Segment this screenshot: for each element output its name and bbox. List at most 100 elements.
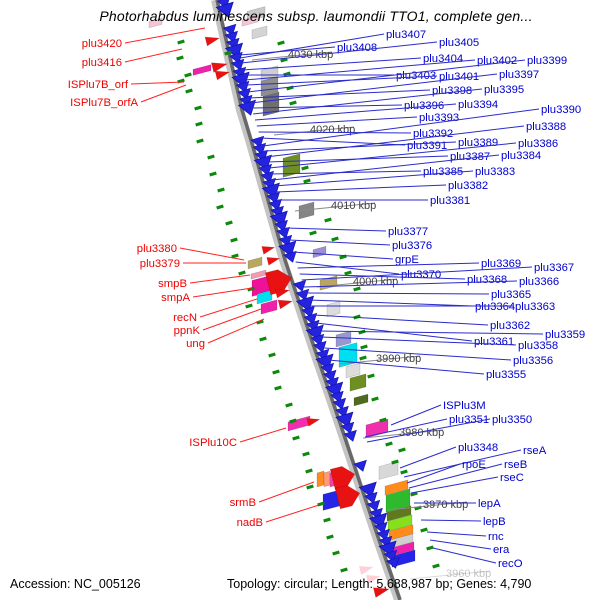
gene-arrow-blue[interactable] [373,521,390,535]
gene-label-plu3394[interactable]: plu3394 [458,99,498,111]
gene-arrow-red[interactable] [214,68,231,81]
gene-arrow-red[interactable] [306,415,321,427]
gene-arrow-blue[interactable] [386,556,402,570]
gene-arrow-blue[interactable] [252,142,268,156]
gene-tick-green[interactable] [194,105,202,111]
gene-label-plu3399[interactable]: plu3399 [527,55,567,67]
gene-label-plu3381[interactable]: plu3381 [430,195,470,207]
gene-label-ppnK[interactable]: ppnK [174,325,201,337]
gene-arrow-blue[interactable] [276,226,292,240]
gene-arrow-blue[interactable] [383,549,399,563]
gene-tick-green[interactable] [177,78,185,84]
gene-arrow-blue[interactable] [215,1,237,19]
gene-tick-green[interactable] [371,396,379,402]
gene-label-plu3370[interactable]: plu3370 [401,269,441,281]
gene-label-plu3385[interactable]: plu3385 [423,166,463,178]
gene-label-rpoE[interactable]: rpoE [462,459,486,471]
gene-label-nadB[interactable]: nadB [237,517,263,529]
gene-label-plu3358[interactable]: plu3358 [518,340,558,352]
gene-tick-green[interactable] [195,121,203,127]
gene-arrow-blue[interactable] [332,397,348,411]
gene-tick-green[interactable] [231,253,239,259]
gene-label-plu3388[interactable]: plu3388 [526,121,566,133]
gene-tick-green[interactable] [301,165,309,171]
gene-arrow-blue[interactable] [301,305,317,319]
gene-tick-green[interactable] [247,286,255,292]
gene-label-ISPlu10C[interactable]: ISPlu10C [189,437,237,449]
gene-box[interactable] [247,256,263,270]
gene-label-plu3355[interactable]: plu3355 [486,369,526,381]
gene-label-ISPlu7B_orfA[interactable]: ISPlu7B_orfA [70,97,138,109]
gene-box[interactable] [388,524,414,541]
gene-arrow-blue[interactable] [376,528,392,542]
gene-box[interactable] [250,269,267,280]
gene-tick-green[interactable] [360,344,368,350]
gene-label-plu3392[interactable]: plu3392 [413,128,453,140]
gene-label-rseB[interactable]: rseB [504,459,527,471]
gene-label-plu3403[interactable]: plu3403 [396,70,436,82]
gene-box[interactable] [192,64,212,76]
gene-label-plu3367[interactable]: plu3367 [534,262,574,274]
gene-tick-green[interactable] [326,534,334,540]
gene-tick-green[interactable] [400,469,408,475]
gene-label-plu3416[interactable]: plu3416 [82,57,122,69]
gene-label-plu3350[interactable]: plu3350 [492,414,532,426]
gene-label-plu3397[interactable]: plu3397 [499,69,539,81]
gene-tick-green[interactable] [176,55,184,61]
gene-arrow-blue[interactable] [260,170,276,184]
gene-label-plu3390[interactable]: plu3390 [541,104,581,116]
gene-tick-green[interactable] [224,50,232,56]
gene-arrow-blue[interactable] [266,191,282,205]
gene-label-plu3395[interactable]: plu3395 [484,84,524,96]
gene-label-ung[interactable]: ung [186,338,205,350]
gene-arrow-blue[interactable] [358,481,380,499]
gene-arrow-red[interactable] [274,286,291,299]
gene-tick-green[interactable] [344,270,352,276]
gene-label-smpA[interactable]: smpA [161,292,190,304]
gene-box[interactable] [241,15,259,27]
gene-label-plu3361[interactable]: plu3361 [474,336,514,348]
gene-tick-green[interactable] [272,369,280,375]
gene-arrow-red[interactable] [329,464,357,491]
gene-arrow-blue[interactable] [366,499,382,513]
gene-label-rnc[interactable]: rnc [488,531,504,543]
gene-arrow-red[interactable] [373,584,390,598]
gene-tick-green[interactable] [185,88,193,94]
gene-arrow-red[interactable] [266,254,281,266]
gene-box[interactable] [353,393,369,407]
gene-arrow-blue[interactable] [258,163,274,177]
gene-box[interactable] [378,461,399,480]
gene-box[interactable] [323,470,331,488]
gene-box[interactable] [387,514,413,532]
gene-tick-green[interactable] [317,501,325,507]
gene-tick-green[interactable] [359,355,367,361]
gene-tick-green[interactable] [238,270,246,276]
gene-box[interactable] [312,245,327,259]
gene-label-ISPlu7B_orf[interactable]: ISPlu7B_orf [68,79,129,91]
gene-label-plu3362[interactable]: plu3362 [490,320,530,332]
gene-tick-green[interactable] [410,491,418,497]
gene-label-lepB[interactable]: lepB [483,516,506,528]
gene-label-plu3365[interactable]: plu3365 [491,289,531,301]
gene-label-ISPlu3M[interactable]: ISPlu3M [443,400,486,412]
gene-label-plu3382[interactable]: plu3382 [448,180,488,192]
gene-label-plu3386[interactable]: plu3386 [518,138,558,150]
gene-tick-green[interactable] [332,550,340,556]
gene-tick-green[interactable] [209,171,217,177]
gene-tick-green[interactable] [177,39,185,45]
gene-label-plu3348[interactable]: plu3348 [458,442,498,454]
gene-arrow-red[interactable] [334,483,362,510]
gene-tick-green[interactable] [292,435,300,441]
gene-arrow-blue[interactable] [343,429,359,443]
gene-arrow-blue[interactable] [330,390,346,404]
gene-tick-green[interactable] [207,154,215,160]
gene-arrow-blue[interactable] [283,250,299,264]
gene-tick-green[interactable] [184,72,192,78]
gene-tick-green[interactable] [353,286,361,292]
gene-label-plu3405[interactable]: plu3405 [439,37,479,49]
gene-tick-green[interactable] [385,441,393,447]
gene-tick-green[interactable] [367,373,375,379]
gene-arrow-red[interactable] [277,297,294,310]
gene-label-plu3363[interactable]: plu3363 [515,301,555,313]
gene-arrow-red[interactable] [264,267,294,296]
